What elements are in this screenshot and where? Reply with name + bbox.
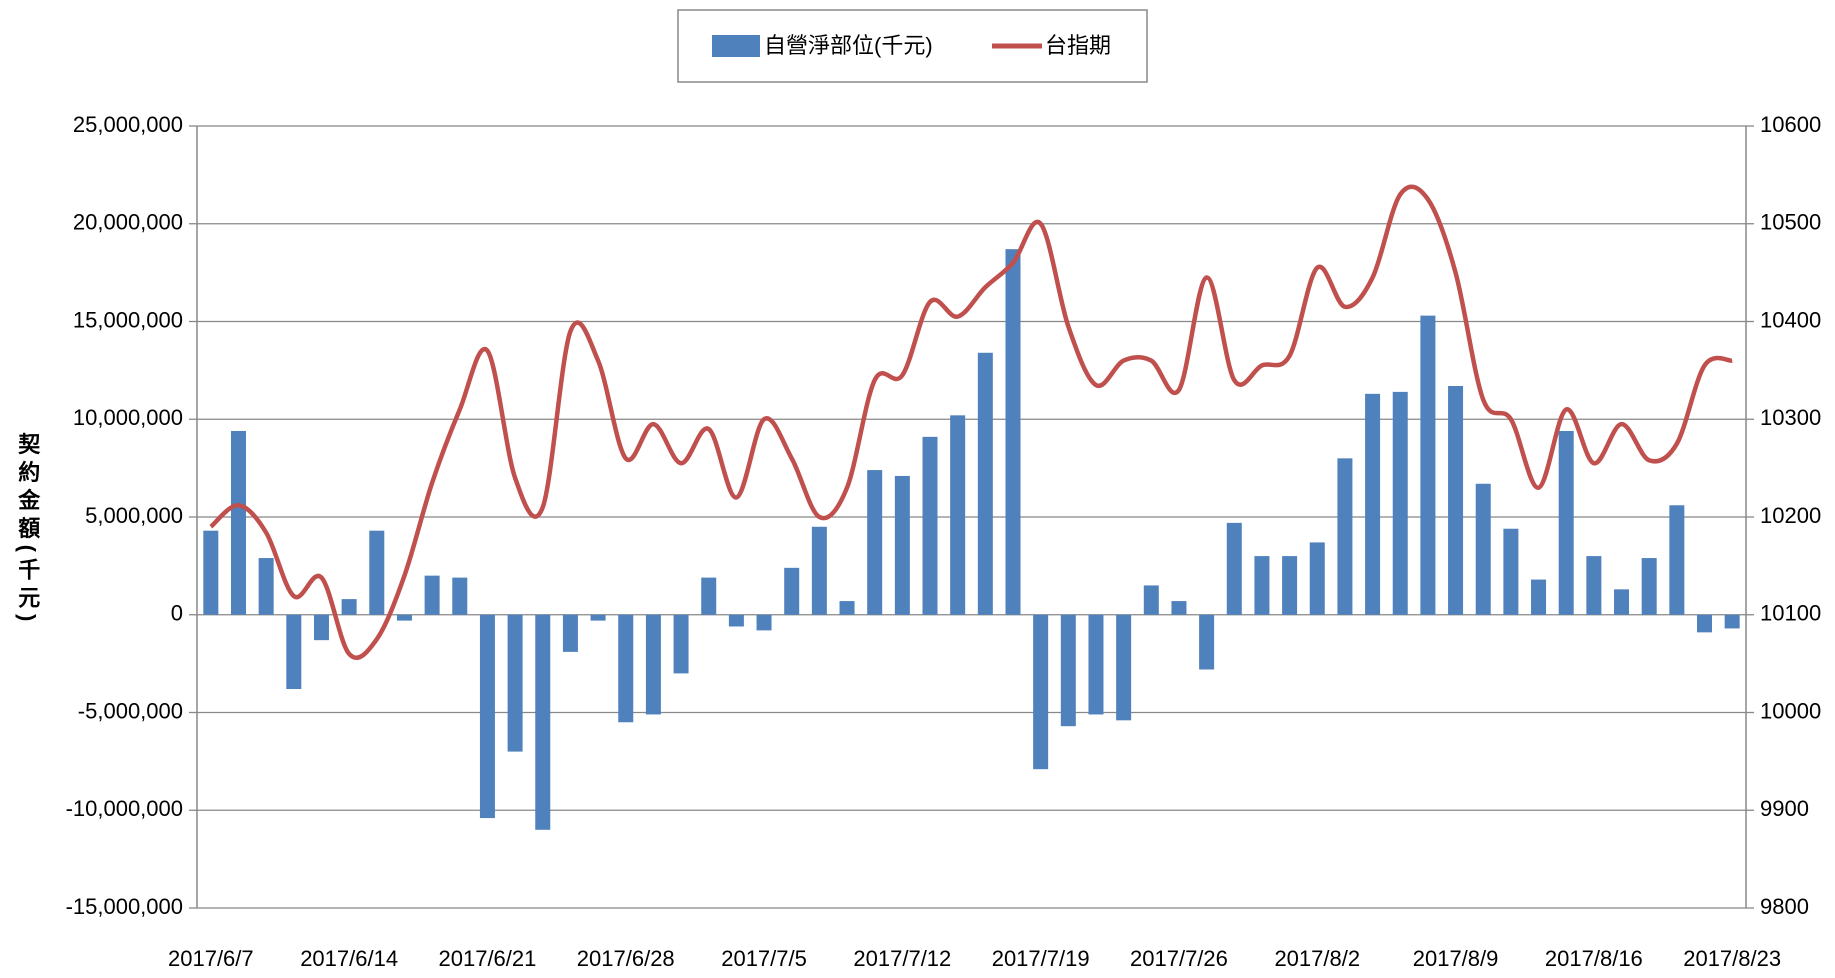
bar (424, 575, 440, 615)
bar (562, 614, 578, 652)
y2-tick-label: 10600 (1760, 112, 1821, 137)
bar (1116, 614, 1132, 721)
x-tick-label: 2017/8/9 (1413, 946, 1499, 971)
bar (1060, 614, 1076, 727)
bar (341, 599, 357, 615)
bar (1171, 601, 1187, 615)
bar (1448, 386, 1464, 615)
bar (977, 352, 993, 615)
legend-swatch (712, 35, 760, 57)
y2-tick-label: 10100 (1760, 601, 1821, 626)
y2-tick-label: 9800 (1760, 894, 1809, 919)
y2-tick-label: 10500 (1760, 210, 1821, 235)
bar (922, 436, 938, 615)
bar (396, 614, 412, 621)
bar (1697, 614, 1713, 633)
bar (1531, 579, 1547, 615)
x-tick-label: 2017/8/23 (1683, 946, 1781, 971)
y-tick-label: 0 (171, 601, 183, 626)
bar (313, 614, 329, 641)
bar (839, 601, 855, 615)
bar (701, 577, 717, 615)
y-tick-label: 25,000,000 (73, 112, 183, 137)
bar (1614, 589, 1630, 615)
x-tick-label: 2017/7/19 (992, 946, 1090, 971)
bar (1199, 614, 1215, 670)
y-tick-label: -5,000,000 (78, 698, 183, 723)
y-axis-title: 契約金額(千元) (15, 433, 41, 628)
bar (258, 558, 274, 615)
y-tick-label: 10,000,000 (73, 405, 183, 430)
bar (369, 530, 385, 615)
y2-tick-label: 10300 (1760, 405, 1821, 430)
bar (1420, 315, 1436, 615)
legend-label: 自營淨部位(千元) (764, 33, 933, 58)
bar (590, 614, 606, 621)
bar (203, 530, 219, 615)
bar (1088, 614, 1104, 715)
bar (1475, 483, 1491, 615)
bar (1309, 542, 1325, 615)
y2-tick-label: 10400 (1760, 307, 1821, 332)
line (209, 184, 1733, 660)
bar (1724, 614, 1740, 629)
x-tick-label: 2017/6/21 (439, 946, 537, 971)
x-tick-label: 2017/7/5 (721, 946, 807, 971)
bar (894, 475, 910, 615)
bar (535, 614, 551, 830)
x-tick-label: 2017/8/2 (1274, 946, 1360, 971)
legend-label: 台指期 (1045, 33, 1111, 58)
y2-tick-label: 10000 (1760, 698, 1821, 723)
y-tick-label: 15,000,000 (73, 307, 183, 332)
bar (1005, 249, 1021, 615)
bar (1033, 614, 1049, 770)
bar (673, 614, 689, 674)
bar (1558, 430, 1574, 615)
bar (618, 614, 634, 723)
bar (230, 430, 246, 615)
bar (1337, 458, 1353, 615)
bar (1254, 556, 1270, 615)
bar (1365, 393, 1381, 615)
y-tick-label: 20,000,000 (73, 210, 183, 235)
y-tick-label: 5,000,000 (85, 503, 183, 528)
bar (1503, 528, 1519, 615)
bar (452, 577, 468, 615)
bar (784, 567, 800, 615)
bar (1669, 505, 1685, 615)
bar (1226, 522, 1242, 615)
bar (507, 614, 523, 752)
y-tick-label: -15,000,000 (66, 894, 183, 919)
bar (645, 614, 661, 715)
bar (756, 614, 772, 631)
y-tick-label: -10,000,000 (66, 796, 183, 821)
bar (1641, 558, 1657, 615)
bar (1392, 391, 1408, 615)
bar (1586, 556, 1602, 615)
bar (1143, 585, 1159, 615)
bar (811, 526, 827, 615)
bar (728, 614, 744, 627)
bar (286, 614, 302, 690)
x-tick-label: 2017/7/12 (853, 946, 951, 971)
bar (479, 614, 495, 819)
x-tick-label: 2017/6/7 (168, 946, 254, 971)
bar (867, 470, 883, 615)
y2-tick-label: 10200 (1760, 503, 1821, 528)
bar (950, 415, 966, 615)
y2-tick-label: 9900 (1760, 796, 1809, 821)
x-tick-label: 2017/8/16 (1545, 946, 1643, 971)
bar (1282, 556, 1298, 615)
x-tick-label: 2017/6/14 (300, 946, 398, 971)
x-tick-label: 2017/6/28 (577, 946, 675, 971)
x-tick-label: 2017/7/26 (1130, 946, 1228, 971)
